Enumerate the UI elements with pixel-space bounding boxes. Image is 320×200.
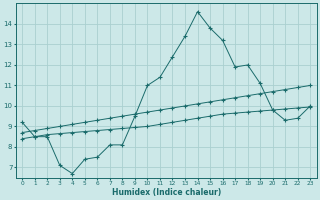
X-axis label: Humidex (Indice chaleur): Humidex (Indice chaleur)	[112, 188, 221, 197]
